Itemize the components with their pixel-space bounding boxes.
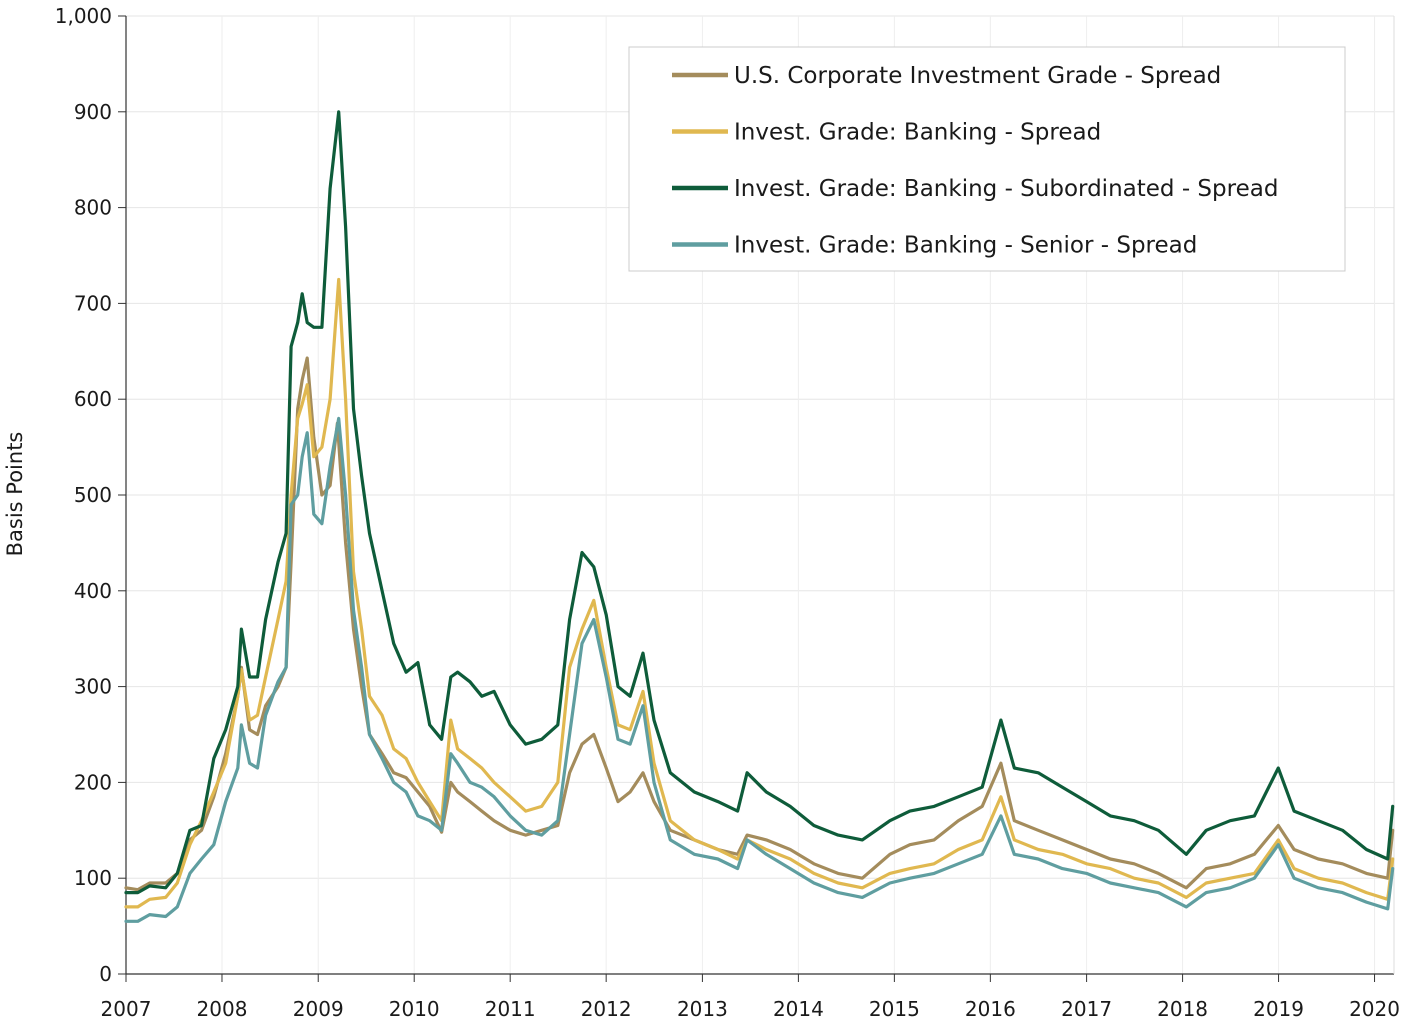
y-tick-label: 0 <box>99 962 112 986</box>
x-tick-label: 2008 <box>197 997 248 1021</box>
x-tick-label: 2013 <box>677 997 728 1021</box>
axes: 0 100 200 300 400 500 600 700 800 900 1,000 2007 200… <box>55 4 1400 1021</box>
series-line-4 <box>124 416 1395 923</box>
x-tick-label: 2015 <box>869 997 920 1021</box>
y-tick-label: 500 <box>74 483 112 507</box>
y-tick-label: 800 <box>74 196 112 220</box>
x-tick-label: 2018 <box>1157 997 1208 1021</box>
series-lines <box>124 110 1395 923</box>
y-tick-label: 1,000 <box>55 4 112 28</box>
legend-label: Invest. Grade: Banking - Subordinated - … <box>734 176 1278 202</box>
legend-label: U.S. Corporate Investment Grade - Spread <box>734 63 1221 89</box>
x-tick-label: 2020 <box>1349 997 1400 1021</box>
y-tick-label: 600 <box>74 387 112 411</box>
legend-box <box>628 46 1346 272</box>
y-tick-label: 300 <box>74 675 112 699</box>
x-tick-label: 2016 <box>965 997 1016 1021</box>
series-line-1 <box>124 356 1395 892</box>
x-tick-label: 2009 <box>293 997 344 1021</box>
legend-label: Invest. Grade: Banking - Senior - Spread <box>734 233 1197 259</box>
y-tick-label: 900 <box>74 100 112 124</box>
x-tick-label: 2007 <box>101 997 152 1021</box>
series-line-3 <box>124 110 1395 895</box>
x-tick-label: 2011 <box>485 997 536 1021</box>
x-tick-label: 2010 <box>389 997 440 1021</box>
y-tick-label: 100 <box>74 866 112 890</box>
y-tick-label: 700 <box>74 291 112 315</box>
x-tick-label: 2017 <box>1061 997 1112 1021</box>
x-tick-label: 2012 <box>581 997 632 1021</box>
x-tick-label: 2014 <box>773 997 824 1021</box>
y-tick-label: 400 <box>74 579 112 603</box>
y-axis-title: Basis Points <box>3 432 27 557</box>
legend: U.S. Corporate Investment Grade - Spread… <box>628 46 1346 272</box>
series-line-2 <box>124 277 1395 909</box>
y-tick-label: 200 <box>74 770 112 794</box>
x-tick-label: 2019 <box>1253 997 1304 1021</box>
legend-label: Invest. Grade: Banking - Spread <box>734 120 1101 146</box>
